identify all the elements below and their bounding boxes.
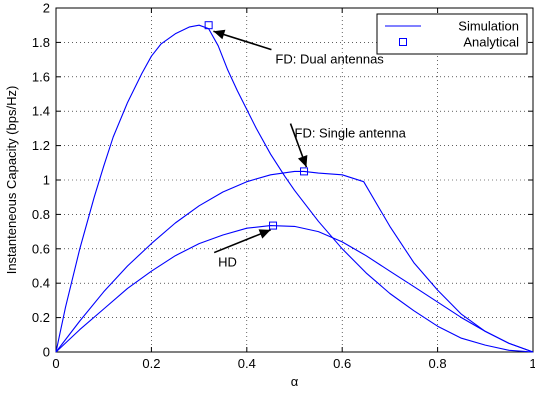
analytical-marker-3	[269, 221, 278, 230]
series-group	[55, 24, 534, 353]
legend-square-swatch	[399, 38, 407, 46]
x-tick-label: 0.4	[238, 356, 256, 371]
y-tick-label: 1.2	[32, 138, 50, 153]
y-tick-label: 1.6	[32, 69, 50, 84]
y-tick-label: 1.4	[32, 104, 50, 119]
series-line-3	[55, 225, 534, 353]
x-tick-label: 1	[529, 356, 535, 371]
series-line-2	[55, 170, 534, 353]
annotation-label-3: HD	[218, 255, 237, 270]
annotation-arrowhead-3	[258, 229, 271, 239]
annotation-arrowhead-2	[297, 155, 308, 168]
annotation-label-1: FD: Dual antennas	[275, 52, 384, 67]
x-tick-label: 0.8	[429, 356, 447, 371]
y-axis-label: Instanteneous Capacity (bps/Hz)	[4, 86, 19, 275]
y-tick-label: 1	[43, 173, 50, 188]
grid	[56, 8, 533, 352]
y-tick-label: 0.4	[32, 276, 50, 291]
axis-ticks	[55, 7, 534, 353]
legend-label: Analytical	[463, 35, 519, 50]
y-tick-label: 0.8	[32, 207, 50, 222]
x-tick-label: 0.2	[142, 356, 160, 371]
y-tick-label: 0.2	[32, 310, 50, 325]
x-tick-label: 0	[52, 356, 59, 371]
annotations: FD: Dual antennas FD: Single antenna HD	[213, 29, 407, 270]
analytical-marker-1	[204, 21, 213, 30]
x-tick-label: 0.6	[333, 356, 351, 371]
legend-label: Simulation	[458, 19, 519, 34]
legend-box	[376, 13, 528, 55]
y-tick-label: 0	[43, 345, 50, 360]
annotation-label-2: FD: Single antenna	[295, 126, 407, 141]
tick-labels: 0 0.2 0.4 0.6 0.8 1 0 0.2 0.4 0.6 0.8 1 1.2 1.4 1.6 1.8…	[32, 1, 535, 372]
y-tick-label: 1.8	[32, 35, 50, 50]
series-line-1	[55, 24, 534, 353]
analytical-points	[204, 21, 309, 230]
annotation-arrowhead-1	[213, 29, 226, 40]
analytical-marker-2	[300, 167, 309, 176]
y-tick-label: 0.6	[32, 241, 50, 256]
y-tick-label: 2	[43, 1, 50, 16]
x-axis-label: α	[291, 374, 299, 389]
